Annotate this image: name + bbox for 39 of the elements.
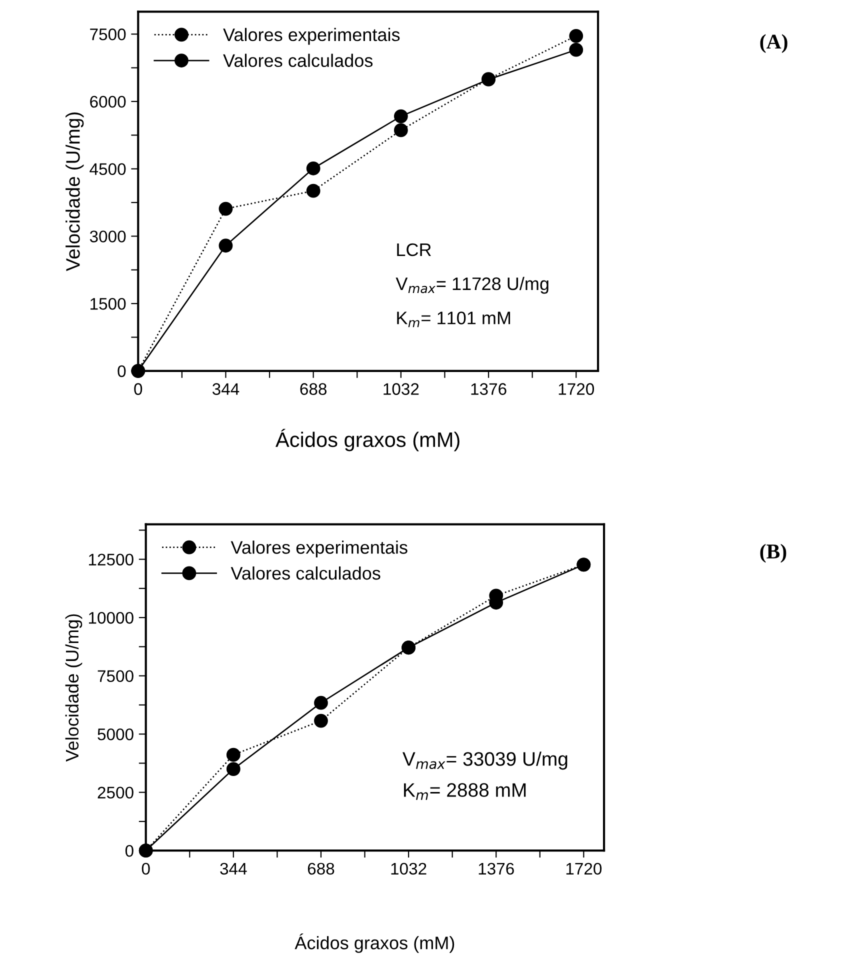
x-axis-title: Ácidos graxos (mM) xyxy=(294,933,454,953)
x-tick-label: 1376 xyxy=(471,383,506,395)
x-tick-label: 1720 xyxy=(566,862,602,875)
x-tick-label: 1032 xyxy=(391,862,426,875)
y-tick-label: 7500 xyxy=(90,28,126,40)
x-tick-label: 688 xyxy=(300,383,327,395)
y-tick-label: 12500 xyxy=(88,554,134,566)
annotation: V$_{max}$= 11728 U/mg xyxy=(396,276,548,294)
annotation: K$_{m}$= 1101 mM xyxy=(397,312,510,328)
legend-label: Valores calculados xyxy=(230,566,380,580)
y-tick-label: 2500 xyxy=(98,786,134,799)
x-tick-label: 344 xyxy=(220,862,247,875)
annotation: K$_{m}$= 2888 mM xyxy=(404,783,526,800)
y-tick-label: 6000 xyxy=(90,96,126,108)
y-tick-label: 4500 xyxy=(90,163,126,176)
y-tick-label: 1500 xyxy=(90,298,126,310)
y-tick-label: 0 xyxy=(125,844,134,857)
y-tick-label: 7500 xyxy=(98,670,134,682)
x-tick-label: 0 xyxy=(134,383,142,395)
y-axis-title: Velocidade (U/mg) xyxy=(65,614,82,762)
x-tick-label: 0 xyxy=(142,862,150,875)
x-tick-label: 1032 xyxy=(384,383,419,395)
text: (A) xyxy=(760,34,788,53)
annotation: V$_{max}$= 33039 U/mg xyxy=(402,752,568,770)
y-tick-label: 5000 xyxy=(98,728,134,740)
x-tick-label: 344 xyxy=(212,383,240,395)
legend-label: Valores calculados xyxy=(223,54,373,68)
x-axis-title: Ácidos graxos (mM) xyxy=(276,428,460,452)
y-axis-title: Velocidade (U/mg) xyxy=(66,112,84,272)
y-tick-label: 10000 xyxy=(88,612,134,624)
annotation: LCR xyxy=(397,243,431,256)
x-tick-label: 1376 xyxy=(478,862,514,875)
y-tick-label: 0 xyxy=(118,365,126,378)
legend-label: Valores experimentais xyxy=(230,540,408,558)
legend-label: Valores experimentais xyxy=(223,28,400,45)
x-tick-label: 688 xyxy=(308,862,334,875)
text: (B) xyxy=(760,544,786,563)
y-tick-label: 3000 xyxy=(90,230,126,242)
x-tick-label: 1720 xyxy=(558,383,594,395)
